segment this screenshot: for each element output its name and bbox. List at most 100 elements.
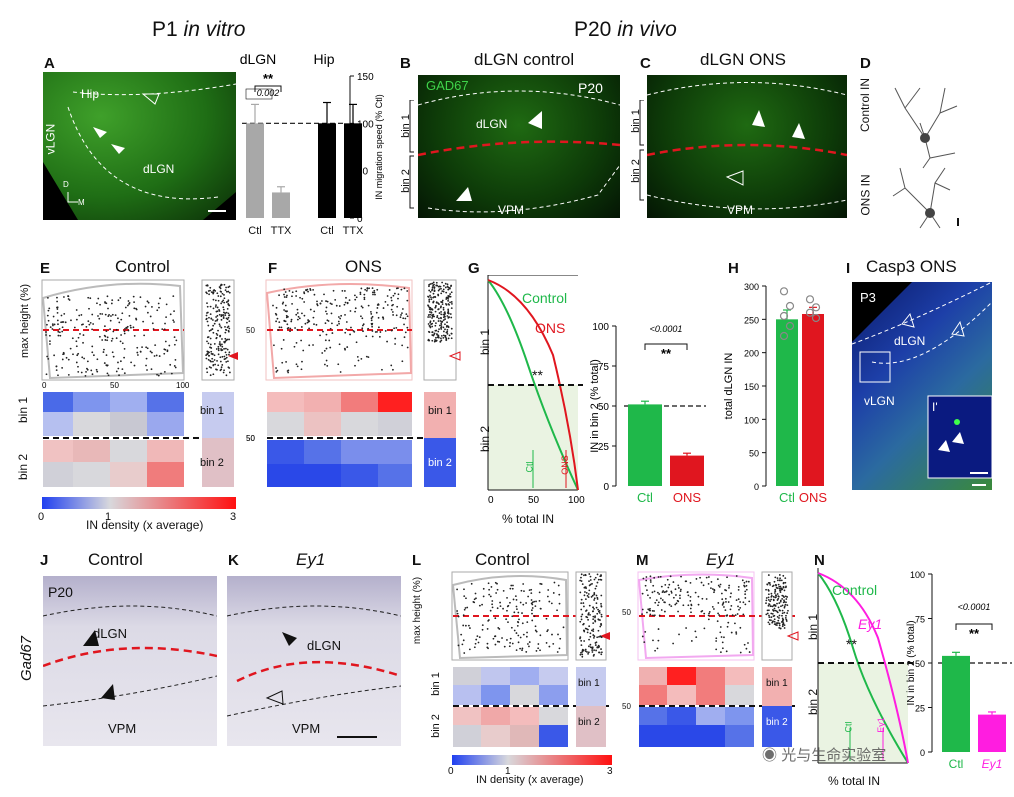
scatter-dot — [360, 358, 363, 360]
scatter-dot — [781, 594, 784, 597]
scatter-dot — [552, 592, 555, 594]
scatter-dot — [449, 287, 451, 289]
scatter-dot — [213, 343, 216, 345]
scatter-dot — [511, 642, 514, 645]
scatter-dot — [222, 316, 225, 318]
scatter-dot — [599, 619, 601, 621]
scatter-dot — [599, 625, 602, 628]
scatter-dot — [584, 650, 587, 653]
scatter-dot — [275, 306, 278, 309]
scatter-dot — [474, 592, 477, 595]
scatter-dot — [206, 340, 208, 343]
scatter-dot — [447, 316, 450, 319]
scatter-dot — [468, 648, 471, 651]
scatter-dot — [327, 320, 330, 322]
scatter-dot — [585, 591, 588, 594]
scatter-dot — [326, 364, 329, 367]
panel-b-age: P20 — [578, 80, 603, 96]
scatter-dot — [319, 334, 321, 337]
scatter-dot — [600, 594, 603, 597]
scatter-dot — [371, 335, 374, 338]
bar — [802, 314, 824, 486]
y-tick-label: 300 — [744, 282, 759, 292]
scatter-dot — [768, 582, 771, 584]
panel-g-ons-arrow: ONS — [559, 455, 570, 475]
scatter-dot — [216, 292, 219, 295]
scatter-dot — [535, 630, 538, 633]
scatter-dot — [290, 318, 293, 321]
scatter-dot — [657, 639, 660, 642]
scatter-dot — [441, 320, 444, 323]
scatter-dot — [450, 301, 453, 303]
scatter-dot — [150, 351, 153, 354]
scatter-dot — [45, 373, 48, 376]
panel-g-bin1: bin 1 — [478, 328, 493, 356]
scatter-dot — [212, 373, 215, 376]
scatter-dot — [442, 330, 445, 333]
bar — [670, 455, 704, 486]
panel-b-image: GAD67 P20 dLGN VPM — [418, 75, 620, 218]
scatter-dot — [777, 606, 780, 609]
scatter-dot — [119, 360, 122, 363]
scatter-dot — [219, 290, 222, 293]
scatter-dot — [144, 305, 147, 308]
scatter-dot — [335, 304, 338, 307]
scatter-dot — [547, 629, 549, 631]
scatter-dot — [487, 582, 490, 585]
y-axis-label: total dLGN IN — [723, 353, 735, 420]
panel-label-m: M — [636, 552, 649, 569]
scatter-dot — [344, 314, 346, 316]
scatter-dot — [531, 603, 534, 606]
bar — [344, 123, 362, 218]
scatter-dot — [707, 614, 710, 617]
scatter-dot — [301, 297, 304, 300]
scatter-dot — [658, 593, 661, 595]
scatter-dot — [280, 326, 283, 329]
scatter-dot — [165, 303, 168, 306]
scatter-dot — [521, 612, 523, 614]
significance-stars: ** — [661, 346, 672, 361]
scatter-dot — [313, 310, 316, 313]
panel-l-bin1: bin 1 — [429, 672, 442, 696]
scatter-dot — [768, 623, 771, 626]
scatter-dot — [687, 604, 690, 607]
category-label: Ctl — [248, 225, 261, 237]
scatter-dot — [99, 312, 102, 315]
scatter-dot — [783, 611, 786, 614]
scatter-dot — [205, 367, 208, 370]
panel-i-vlgn: vLGN — [864, 394, 895, 408]
scatter-dot — [774, 609, 777, 612]
scatter-dot — [522, 633, 525, 636]
scatter-dot — [103, 348, 105, 351]
scatter-dot — [598, 609, 601, 612]
scatter-dot — [697, 603, 700, 606]
scatter-dot — [784, 581, 787, 584]
scatter-dot — [360, 305, 363, 308]
scatter-dot — [707, 576, 710, 578]
scatter-dot — [583, 640, 586, 642]
scatter-dot — [592, 615, 595, 618]
scatter-dot — [444, 282, 447, 285]
scatter-dot — [429, 316, 431, 318]
panel-label-n: N — [814, 552, 825, 569]
scatter-dot — [226, 338, 229, 341]
scatter-dot — [302, 349, 305, 352]
scatter-dot — [296, 308, 299, 311]
scatter-dot — [217, 345, 220, 348]
scatter-dot — [767, 596, 770, 599]
scatter-dot — [371, 325, 374, 328]
scatter-dot — [219, 344, 222, 347]
scatter-dot — [295, 363, 298, 366]
scatter-dot — [285, 316, 288, 319]
scatter-dot — [221, 338, 223, 340]
scatter-dot — [286, 294, 288, 297]
scatter-dot — [473, 646, 476, 649]
scatter-dot — [767, 593, 770, 596]
scatter-dot — [598, 611, 601, 614]
scatter-dot — [208, 293, 210, 296]
scatter-dot — [442, 284, 445, 287]
scatter-dot — [298, 317, 301, 320]
scatter-dot — [223, 340, 226, 343]
scatter-dot — [394, 337, 397, 340]
scatter-dot — [445, 298, 448, 300]
